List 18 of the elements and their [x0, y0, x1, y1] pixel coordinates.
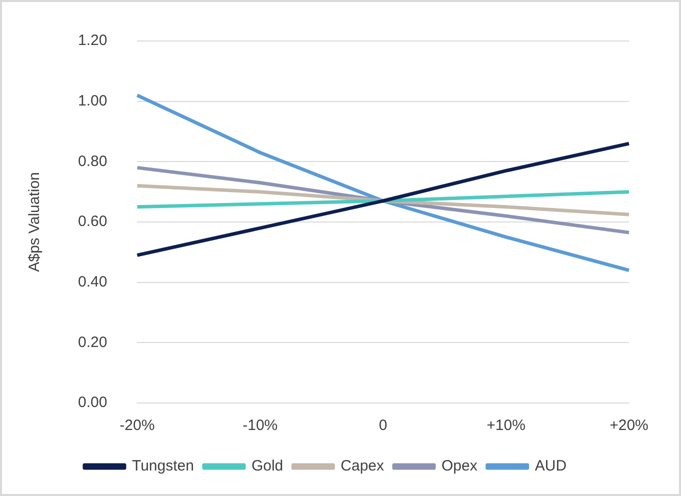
- legend-label: Opex: [442, 458, 478, 475]
- legend-label: Tungsten: [132, 458, 194, 475]
- x-tick-label: -20%: [120, 417, 155, 434]
- x-tick-label: +20%: [610, 417, 648, 434]
- y-tick-label: 0.00: [78, 394, 108, 412]
- y-tick-label: 1.00: [78, 92, 108, 110]
- x-tick-label: -10%: [242, 417, 278, 434]
- y-tick-label: 0.80: [78, 152, 108, 170]
- y-axis-title: A$ps Valuation: [26, 172, 44, 272]
- legend-label: Gold: [251, 458, 284, 475]
- y-tick-label: 0.60: [78, 213, 108, 230]
- x-tick-label: 0: [378, 417, 388, 434]
- y-tick-label: 1.20: [78, 32, 108, 50]
- legend-label: Capex: [340, 458, 385, 475]
- x-tick-label: +10%: [486, 417, 526, 434]
- y-tick-label: 0.20: [78, 334, 108, 351]
- y-tick-label: 0.40: [78, 273, 108, 290]
- legend-label: AUD: [534, 458, 567, 475]
